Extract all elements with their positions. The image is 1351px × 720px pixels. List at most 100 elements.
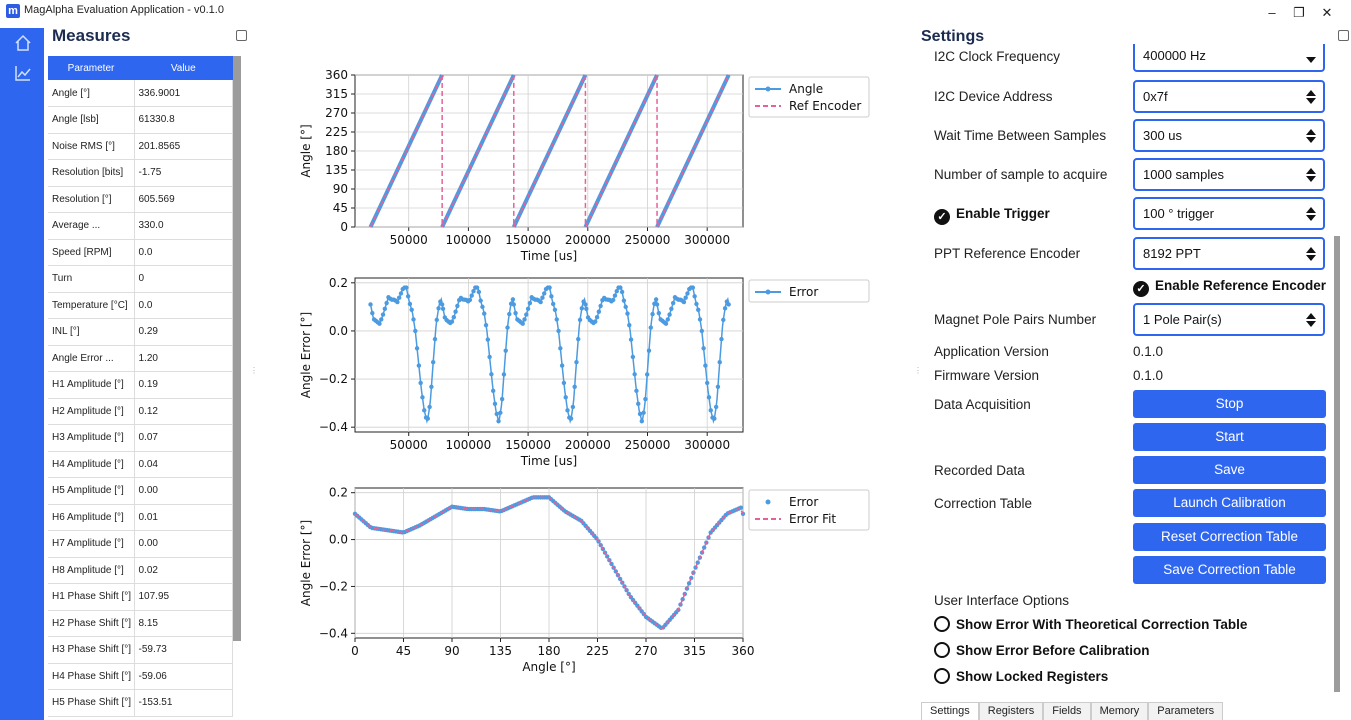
splitter-handle[interactable]: ⋮ [250,366,258,375]
error-point [370,310,375,316]
chart-line-icon[interactable] [14,64,32,82]
save-button[interactable]: Save [1133,456,1326,484]
error-point [721,317,726,323]
splitter-handle[interactable]: ⋮ [914,366,922,375]
undock-icon[interactable] [236,30,247,41]
spin-arrows-icon[interactable] [1305,88,1317,106]
spin-arrows-icon[interactable] [1305,205,1317,223]
ppt-encoder-spinbox[interactable]: 8192 PPT [1133,237,1325,270]
value-cell: 61330.8 [134,106,233,134]
start-button[interactable]: Start [1133,423,1326,451]
settings-scrollbar[interactable] [1334,236,1340,692]
pole-pairs-spinbox[interactable]: 1 Pole Pair(s) [1133,303,1325,336]
column-header-value[interactable]: Value [134,56,233,80]
recorded-data-label: Recorded Data [934,463,1025,478]
error-point [696,307,701,312]
tab-registers[interactable]: Registers [978,702,1044,720]
parameter-cell: H7 Amplitude [°] [48,530,135,558]
tab-settings[interactable]: Settings [921,702,979,720]
error-point [598,303,603,309]
measures-title: Measures [52,26,131,45]
spin-arrows-icon[interactable] [1305,311,1317,329]
table-row[interactable]: INL [°] 0.29 [48,318,233,346]
table-row[interactable]: H4 Phase Shift [°] -59.06 [48,663,233,690]
error-point [522,317,527,322]
error-point [694,301,699,307]
x-tick-label: 225 [586,644,609,658]
table-row[interactable]: H5 Amplitude [°] 0.00 [48,477,233,505]
error-point [416,363,422,368]
legend-label: Ref Encoder [789,99,861,113]
error-point [685,291,690,296]
table-row[interactable]: H7 Amplitude [°] 0.00 [48,530,233,558]
show-theoretical-radio[interactable]: Show Error With Theoretical Correction T… [934,616,1247,632]
reset-correction-table-button[interactable]: Reset Correction Table [1133,523,1326,551]
error-point [432,336,438,342]
table-row[interactable]: Angle [lsb] 61330.8 [48,106,233,134]
home-icon[interactable] [14,34,32,52]
show-locked-registers-radio[interactable]: Show Locked Registers [934,668,1108,684]
error-point [404,285,409,290]
error-point [699,328,705,334]
table-row[interactable]: H6 Amplitude [°] 0.01 [48,504,233,531]
table-row[interactable]: Speed [RPM] 0.0 [48,239,233,266]
table-row[interactable]: H5 Phase Shift [°] -153.51 [48,689,233,717]
table-row[interactable]: H1 Phase Shift [°] 107.95 [48,583,233,611]
table-row[interactable]: Average ... 330.0 [48,212,233,240]
error-point [482,311,487,316]
trigger-spinbox[interactable]: 100 ° trigger [1133,197,1325,230]
table-row[interactable]: Resolution [°] 605.569 [48,186,233,213]
launch-calibration-button[interactable]: Launch Calibration [1133,489,1326,517]
table-row[interactable]: Temperature [°C] 0.0 [48,292,233,319]
spin-arrows-icon[interactable] [1305,245,1317,263]
tab-parameters[interactable]: Parameters [1148,702,1224,720]
stop-button[interactable]: Stop [1133,390,1326,418]
error-point [637,411,643,417]
y-tick-label: 315 [325,87,348,101]
table-row[interactable]: H2 Phase Shift [°] 8.15 [48,610,233,637]
table-row[interactable]: Noise RMS [°] 201.8565 [48,133,233,160]
value-cell: 1.20 [134,345,233,372]
error-point [683,295,688,300]
table-row[interactable]: Resolution [bits] -1.75 [48,159,233,187]
enable-trigger-checkbox[interactable]: ✓ Enable Trigger [934,206,1050,225]
parameter-cell: Resolution [°] [48,186,135,213]
enable-reference-encoder-checkbox[interactable]: ✓ Enable Reference Encoder [1133,278,1326,297]
table-row[interactable]: H4 Amplitude [°] 0.04 [48,451,233,478]
sample-count-spinbox[interactable]: 1000 samples [1133,158,1325,191]
error-point [377,321,382,326]
minimize-button[interactable]: – [1268,5,1276,20]
table-row[interactable]: H8 Amplitude [°] 0.02 [48,557,233,584]
table-row[interactable]: H1 Amplitude [°] 0.19 [48,371,233,399]
i2c-address-spinbox[interactable]: 0x7f [1133,80,1325,113]
spin-arrows-icon[interactable] [1305,166,1317,184]
table-row[interactable]: H2 Amplitude [°] 0.12 [48,398,233,425]
close-button[interactable]: ✕ [1321,5,1333,20]
parameter-cell: H2 Phase Shift [°] [48,610,135,637]
table-row[interactable]: Turn 0 [48,265,233,293]
table-row[interactable]: Angle [°] 336.9001 [48,80,233,107]
column-header-parameter[interactable]: Parameter [48,56,134,80]
show-before-calibration-radio[interactable]: Show Error Before Calibration [934,642,1150,658]
x-tick-label: 250000 [625,438,671,452]
table-row[interactable]: Angle Error ... 1.20 [48,345,233,372]
error-point [636,401,641,407]
save-correction-table-button[interactable]: Save Correction Table [1133,556,1326,584]
undock-icon[interactable] [1338,30,1349,41]
show-before-calibration-label: Show Error Before Calibration [956,643,1150,658]
tab-memory[interactable]: Memory [1090,702,1149,720]
x-tick-label: 150000 [505,233,551,247]
x-tick-label: 270 [635,644,658,658]
error-point [570,404,576,410]
error-point [418,380,423,386]
maximize-button[interactable]: ❐ [1293,5,1305,20]
i2c-clock-spinbox[interactable]: 400000 Hz [1133,44,1325,72]
table-row[interactable]: H3 Amplitude [°] 0.07 [48,424,233,452]
wait-time-spinbox[interactable]: 300 us [1133,119,1325,152]
measures-scrollbar[interactable] [233,56,241,641]
y-tick-label: 225 [325,125,348,139]
spin-arrows-icon[interactable] [1305,52,1317,70]
tab-fields[interactable]: Fields [1043,702,1091,720]
spin-arrows-icon[interactable] [1305,127,1317,145]
table-row[interactable]: H3 Phase Shift [°] -59.73 [48,636,233,664]
